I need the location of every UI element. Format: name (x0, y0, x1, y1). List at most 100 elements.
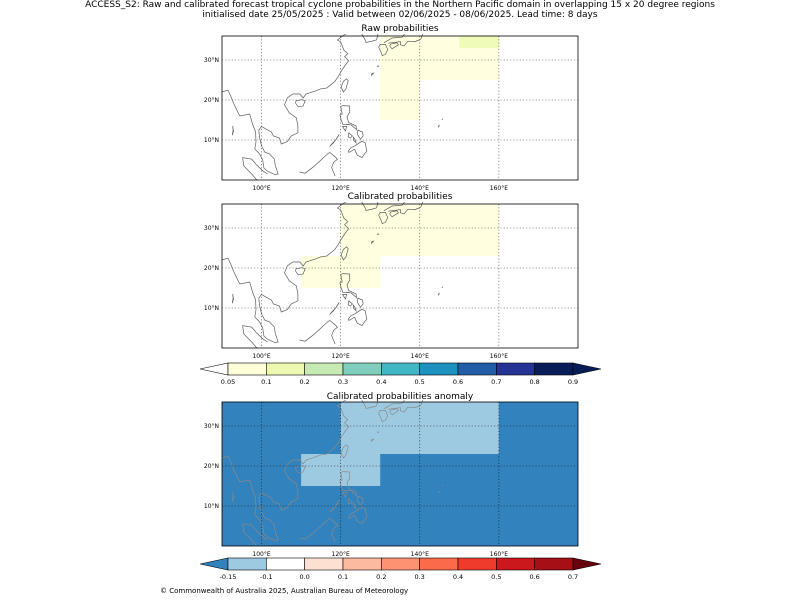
colorbar-tick-label: 0.6 (453, 378, 463, 386)
coastline (340, 444, 349, 459)
map-frame (221, 203, 579, 349)
colorbar-swatch (227, 362, 267, 376)
coastline (377, 431, 380, 434)
coastline (339, 105, 357, 131)
coastline (231, 293, 234, 304)
colorbar-extend-high (572, 362, 602, 376)
lon-tick-label: 160°E (490, 353, 508, 360)
colorbar-tick-label: 0.5 (491, 573, 501, 581)
coastline (299, 151, 339, 177)
panel-title-raw: Raw probabilities (361, 24, 439, 34)
colorbar-tick-label: 0.3 (414, 573, 424, 581)
lat-tick-label: 10°N (204, 305, 219, 312)
colorbar-tick-label: 0.1 (261, 378, 271, 386)
lon-tick-label: 140°E (411, 551, 429, 558)
colorbar-swatch (266, 557, 305, 571)
colorbar-tick-label: 0.0 (299, 573, 309, 581)
colorbar-tick-label: 0.2 (299, 378, 309, 386)
lon-tick-label: 140°E (411, 353, 429, 360)
lon-tick-label: 120°E (332, 551, 350, 558)
coastline (441, 118, 443, 121)
colorbar-tick-label: -0.15 (220, 573, 237, 581)
probability-region (459, 36, 499, 48)
coastline (361, 34, 379, 43)
lon-tick-label: 160°E (490, 551, 508, 558)
coastline (295, 267, 306, 276)
figure-title-line2: initialised date 25/05/2025 : Valid betw… (202, 10, 598, 20)
colorbar-extend-low (199, 362, 229, 376)
coastline (242, 325, 258, 349)
coastline (438, 292, 440, 296)
colorbar-tick-label: 0.2 (376, 573, 386, 581)
lon-tick-label: 160°E (490, 185, 508, 192)
map-calibrated-anomaly: 100°E 120°E 140°E 160°E 10°N 20°N 30°N (204, 400, 579, 558)
coastline (389, 408, 399, 416)
lat-tick-label: 20°N (204, 265, 219, 272)
coastline (242, 157, 258, 181)
colorbar-extend-low (199, 557, 229, 571)
coastline (377, 65, 380, 68)
lon-tick-label: 100°E (252, 185, 270, 192)
colorbar-tick-label: 0.3 (338, 378, 348, 386)
coastline (341, 126, 348, 132)
coastline (370, 438, 375, 442)
probability-region (380, 80, 420, 120)
coastline (438, 490, 440, 494)
lat-tick-label: 10°N (204, 137, 219, 144)
coastline (378, 212, 389, 225)
coastline (242, 523, 258, 547)
map-calibrated-probabilities: 100°E 120°E 140°E 160°E 10°N 20°N 30°N (204, 202, 579, 360)
colorbar-tick-label: 0.05 (221, 378, 235, 386)
coastline (370, 240, 375, 244)
coastline (357, 495, 364, 506)
coastline (352, 502, 357, 511)
coastline (438, 124, 440, 128)
coastline (340, 246, 349, 261)
coastline (377, 233, 380, 236)
coastline (352, 304, 357, 313)
coastline (441, 484, 443, 487)
colorbar-tick-label: 0.4 (376, 378, 386, 386)
colorbar-swatch (419, 557, 459, 571)
coastline (242, 157, 268, 175)
lat-tick-label: 20°N (204, 463, 219, 470)
coastline (221, 34, 350, 176)
colorbar-swatch (457, 557, 497, 571)
colorbar-tick-label: 0.4 (453, 573, 463, 581)
coastline (370, 72, 375, 76)
lon-tick-label: 120°E (332, 353, 350, 360)
coastline (347, 300, 354, 307)
map-raw-probabilities: 100°E 120°E 140°E 160°E 10°N 20°N 30°N (204, 34, 579, 192)
panel-title-anomaly: Calibrated probabilities anomaly (326, 392, 474, 402)
lat-tick-label: 20°N (204, 97, 219, 104)
coastline (357, 297, 364, 308)
coastline (347, 132, 354, 139)
coastline (221, 400, 350, 542)
colorbar-tick-label: 0.8 (529, 378, 539, 386)
coastline (383, 34, 405, 44)
panel-title-calibrated: Calibrated probabilities (347, 192, 453, 202)
coastline (389, 42, 399, 50)
coastline (341, 294, 348, 300)
colorbar-swatch (227, 557, 267, 571)
colorbar-swatch (419, 362, 459, 376)
coastline (378, 410, 389, 423)
colorbar-swatch (534, 362, 574, 376)
coastline (242, 325, 268, 343)
coastline (383, 400, 405, 410)
coastline (299, 517, 339, 543)
coastline (441, 286, 443, 289)
coastline (347, 498, 354, 505)
colorbar-tick-label: 0.7 (491, 378, 501, 386)
coastline (347, 506, 368, 525)
coastline (340, 78, 349, 93)
lon-tick-label: 100°E (252, 353, 270, 360)
colorbar-swatch (381, 362, 420, 376)
colorbar-swatch (381, 557, 420, 571)
coastline (329, 500, 340, 513)
colorbar-swatch (342, 362, 382, 376)
coastline (231, 491, 234, 502)
colorbar-tick-label: 0.1 (338, 573, 348, 581)
lon-tick-label: 140°E (411, 185, 429, 192)
map-frame (221, 401, 579, 547)
